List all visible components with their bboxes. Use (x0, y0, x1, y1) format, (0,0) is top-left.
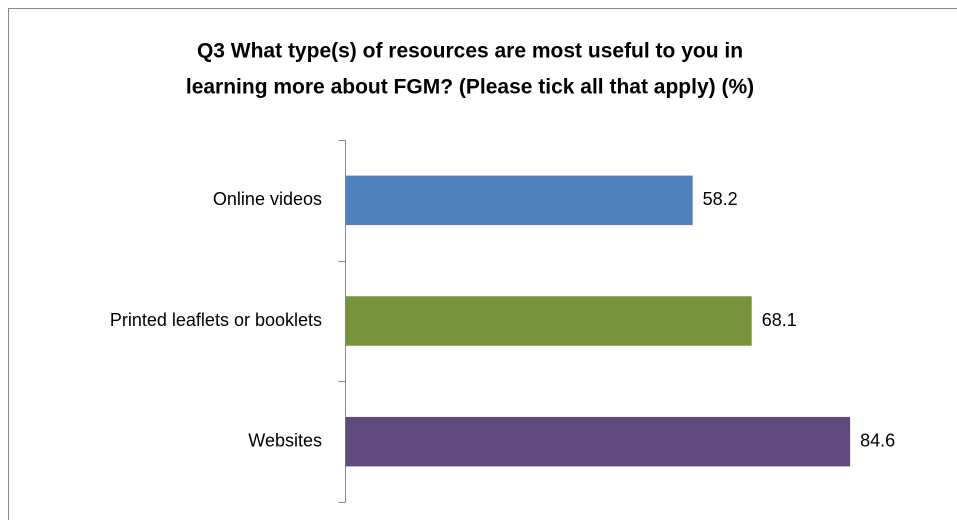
value-label: 68.1 (762, 310, 797, 330)
y-tick-label: Websites (248, 430, 322, 450)
chart-title: Q3 What type(s) of resources are most us… (197, 40, 743, 63)
value-label: 58.2 (703, 189, 738, 209)
chart-title: learning more about FGM? (Please tick al… (186, 76, 754, 99)
bar (345, 175, 693, 226)
bar (345, 416, 851, 467)
bar (345, 296, 752, 346)
value-label: 84.6 (860, 430, 895, 450)
y-tick-label: Online videos (213, 189, 322, 209)
y-tick-label: Printed leaflets or booklets (110, 310, 322, 330)
